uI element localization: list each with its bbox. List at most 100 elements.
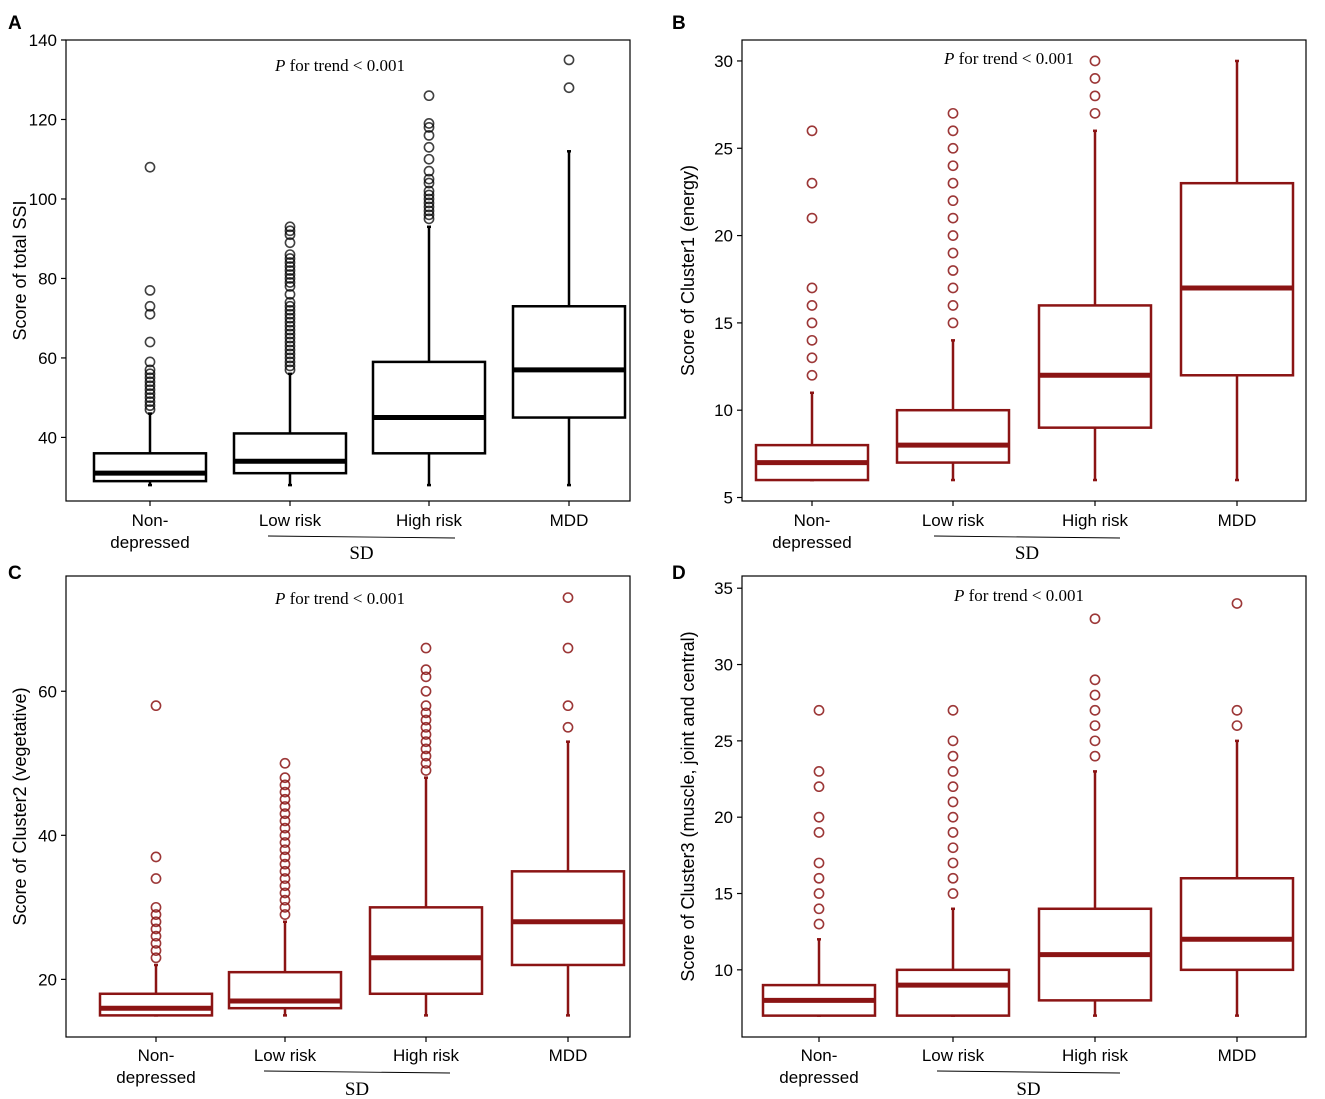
y-tick-label: 140	[29, 31, 57, 50]
sd-group-line	[267, 535, 456, 539]
outlier-point	[806, 125, 818, 137]
outlier-point	[813, 918, 825, 930]
outlier-point	[947, 765, 959, 777]
x-tick-label: High risk	[393, 1046, 460, 1065]
x-tick-label-line: Low risk	[259, 511, 322, 530]
outlier-point	[423, 197, 435, 209]
iqr-box	[510, 870, 626, 967]
x-tick-label: Low risk	[259, 511, 322, 530]
iqr-box	[368, 906, 484, 996]
box-1	[754, 125, 870, 482]
outlier-point	[806, 282, 818, 294]
p-trend-annotation: P for trend < 0.001	[274, 589, 405, 608]
y-tick-label: 60	[38, 349, 57, 368]
y-tick-label: 30	[714, 656, 733, 675]
outlier-point	[420, 743, 432, 755]
p-trend-annotation: P for trend < 0.001	[274, 56, 405, 75]
outlier-point	[1089, 674, 1101, 686]
iqr-box	[92, 452, 208, 483]
outlier-point	[284, 221, 296, 233]
outlier-point	[144, 400, 156, 412]
x-tick-label: Low risk	[922, 511, 985, 530]
outlier-point	[1089, 55, 1101, 67]
x-tick-label: Non-depressed	[116, 1046, 195, 1087]
x-tick-label-line: High risk	[393, 1046, 460, 1065]
box-2	[895, 704, 1011, 1017]
outlier-point	[813, 888, 825, 899]
outlier-point	[1089, 689, 1101, 701]
y-tick-label: 40	[38, 428, 57, 447]
outlier-point	[284, 312, 296, 324]
outlier-point	[423, 90, 435, 102]
x-tick-label: Low risk	[922, 1046, 985, 1065]
y-tick-label: 20	[714, 227, 733, 246]
sd-group-label: SD	[349, 543, 373, 564]
outlier-point	[279, 808, 291, 820]
y-tick-label: 25	[714, 732, 733, 751]
outlier-point	[144, 161, 156, 173]
outlier-point	[947, 160, 959, 172]
outlier-point	[423, 129, 435, 141]
outlier-point	[144, 356, 156, 368]
outlier-point	[284, 288, 296, 300]
plot-border	[741, 575, 1307, 1038]
outlier-point	[562, 700, 574, 712]
outlier-point	[144, 300, 156, 312]
y-tick-label: 80	[38, 269, 57, 288]
box-3	[371, 90, 487, 487]
outlier-point	[144, 380, 156, 392]
iqr-box	[511, 305, 627, 419]
outlier-point	[423, 193, 435, 205]
outlier-point	[284, 304, 296, 316]
x-tick-label-line: depressed	[779, 1068, 858, 1087]
panel-a: A 40 60 80 100 120 140 Score of total SSI P for …	[8, 13, 631, 564]
outlier-point	[284, 280, 296, 292]
outlier-point	[144, 308, 156, 320]
sd-group-label: SD	[1016, 1079, 1040, 1099]
outlier-point	[284, 273, 296, 284]
outlier-point	[420, 721, 432, 733]
outlier-point	[284, 320, 296, 332]
outlier-point	[1089, 613, 1101, 625]
iqr-box	[1037, 304, 1153, 429]
p-rest: for trend < 0.001	[285, 589, 405, 608]
y-tick-label: 20	[38, 970, 57, 989]
outlier-point	[150, 952, 162, 964]
outlier-point	[423, 209, 435, 221]
x-tick-label: High risk	[1062, 1046, 1129, 1065]
outlier-point	[284, 277, 296, 288]
x-tick-label-line: MDD	[549, 1046, 588, 1065]
outlier-point	[144, 284, 156, 296]
outlier-point	[1089, 750, 1101, 762]
outlier-point	[284, 237, 296, 249]
p-italic: P	[274, 56, 285, 75]
x-tick-label-line: Low risk	[922, 511, 985, 530]
outlier-point	[947, 247, 959, 259]
outlier-point	[284, 352, 296, 364]
plot-border	[65, 39, 631, 502]
p-rest: for trend < 0.001	[964, 586, 1084, 605]
sd-group-line	[933, 535, 1121, 539]
outlier-point	[1231, 720, 1243, 731]
outlier-point	[947, 177, 959, 189]
iqr-box	[1179, 181, 1295, 377]
outlier-point	[947, 827, 959, 838]
p-italic: P	[953, 586, 964, 605]
outlier-point	[1089, 73, 1101, 84]
outlier-point	[423, 213, 435, 225]
outlier-point	[423, 173, 435, 185]
outlier-point	[423, 201, 435, 213]
outlier-point	[279, 786, 291, 798]
outlier-point	[279, 880, 291, 892]
outlier-point	[947, 107, 959, 119]
x-tick-label-line: Non-	[801, 1046, 838, 1065]
outlier-point	[813, 872, 825, 884]
outlier-point	[150, 901, 162, 913]
outlier-point	[806, 300, 818, 311]
x-tick-label-line: MDD	[1218, 1046, 1257, 1065]
p-rest: for trend < 0.001	[954, 49, 1074, 68]
outlier-point	[284, 324, 296, 336]
outlier-point	[279, 844, 291, 856]
y-tick-label: 30	[714, 52, 733, 71]
outlier-point	[947, 796, 959, 808]
